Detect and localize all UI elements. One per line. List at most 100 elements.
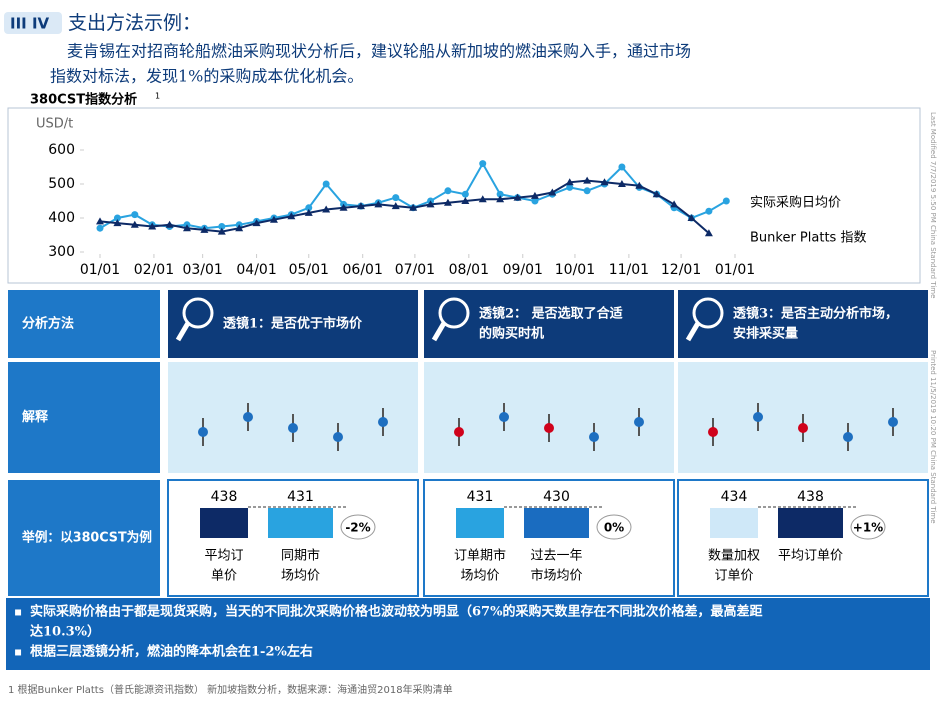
example-label: 同期市 (281, 548, 320, 564)
example-bar (200, 508, 248, 538)
y-axis-label: USD/t (36, 117, 73, 132)
lens-handle (175, 321, 191, 342)
example-label: 平均订 (204, 549, 243, 564)
lens-icon (182, 297, 214, 329)
lens-icon (692, 297, 724, 329)
marker (461, 190, 469, 198)
marker (461, 197, 470, 204)
marker (269, 215, 278, 223)
change-bg (340, 514, 376, 540)
note: 根据三层透镜分析，燃油的降本机会在1-2%左右 (30, 644, 313, 660)
x-tick-label: 11/01 (609, 262, 649, 278)
example-label: 过去一年 (530, 549, 582, 564)
x-tick-label: 09/01 (503, 262, 543, 278)
marker (670, 200, 679, 208)
marker (513, 193, 522, 201)
example-value: 434 (721, 489, 748, 505)
dot (634, 417, 644, 427)
legend-label: 实际采购日均价 (750, 195, 841, 211)
marker (113, 219, 122, 227)
x-tick-label: 01/01 (80, 262, 120, 278)
example-bar (778, 508, 843, 538)
cell (678, 290, 928, 358)
x-tick-label: 08/01 (449, 262, 489, 278)
marker (443, 198, 452, 206)
y-tick-label: 500 (48, 176, 75, 192)
dot (288, 423, 298, 433)
marker (131, 211, 139, 219)
lens-text: 透镜2： 是否选取了合适 (479, 306, 623, 322)
notes-bg (6, 598, 930, 670)
series-line (99, 179, 710, 235)
example-label: 平均订单价 (778, 549, 843, 564)
marker (565, 178, 574, 186)
x-tick-label: 05/01 (289, 262, 329, 278)
x-tick-label: 06/01 (343, 262, 383, 278)
row-label: 分析方法 (22, 316, 74, 332)
x-tick-label: 03/01 (182, 262, 222, 278)
marker (96, 224, 104, 232)
dot (753, 412, 763, 422)
row-label: 举例：以380CST为例 (21, 530, 152, 546)
example-label: 数量加权 (708, 548, 760, 564)
example-bar (710, 508, 758, 538)
marker (548, 188, 557, 196)
dot (843, 432, 853, 442)
marker (339, 203, 348, 211)
row-label: 解释 (21, 409, 49, 425)
intro: 麦肯锡在对招商轮船燃油采购现状分析后，建议轮船从新加坡的燃油采购入手，通过市场 (67, 42, 691, 61)
x-tick-label: 10/01 (555, 262, 595, 278)
y-tick-label: 300 (48, 244, 75, 260)
badge: III IV (10, 15, 50, 33)
dot (544, 423, 554, 433)
marker (356, 202, 365, 210)
lens-text: 透镜1：是否优于市场价 (223, 316, 363, 332)
marker (96, 217, 104, 225)
marker (652, 190, 661, 198)
marker (374, 200, 383, 208)
lens-text: 的购买时机 (479, 326, 544, 342)
marker (287, 212, 296, 220)
marker (235, 224, 244, 232)
dot (499, 412, 509, 422)
example-bar (456, 508, 504, 538)
marker (148, 222, 157, 230)
dot (454, 427, 464, 437)
example-value: 430 (543, 489, 570, 505)
marker (479, 160, 487, 168)
marker (322, 205, 331, 213)
marker (635, 181, 644, 189)
dot (333, 432, 343, 442)
example-label: 订单价 (714, 569, 753, 584)
bullet: ▪ (14, 645, 22, 659)
marker (566, 183, 574, 191)
example-label: 市场均价 (530, 568, 582, 584)
marker (478, 195, 487, 203)
change: -2% (345, 521, 370, 535)
x-tick-label: 01/01 (715, 262, 755, 278)
marker (687, 214, 696, 221)
lens-handle (685, 321, 701, 342)
marker (704, 229, 713, 237)
marker (409, 203, 418, 211)
marker (426, 200, 435, 208)
marker (182, 224, 191, 232)
lens-handle (431, 321, 447, 342)
x-tick-label: 04/01 (236, 262, 276, 278)
dot (888, 417, 898, 427)
x-tick-label: 07/01 (395, 262, 435, 278)
cell (424, 290, 674, 358)
marker (617, 180, 626, 187)
lens-icon (438, 297, 470, 329)
title: 支出方法示例： (68, 12, 201, 34)
bullet: ▪ (14, 605, 22, 619)
change: +1% (853, 521, 883, 535)
marker (391, 202, 400, 210)
change-bg (850, 514, 886, 540)
marker (496, 195, 505, 203)
lens-text: 安排采买量 (733, 326, 798, 342)
change-bg (596, 514, 632, 540)
example-label: 单价 (211, 569, 237, 584)
marker (444, 187, 452, 195)
marker (392, 194, 400, 202)
